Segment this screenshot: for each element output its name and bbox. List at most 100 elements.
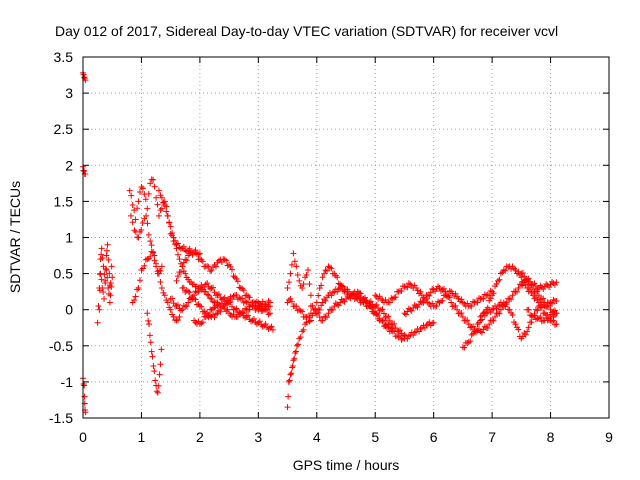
data-point [229,266,236,273]
data-point [404,284,411,291]
data-point [180,268,187,275]
data-point [151,257,158,264]
data-point [161,202,168,209]
y-tick-label: 0.5 [54,266,74,282]
data-point [145,317,152,324]
data-point [236,294,243,301]
x-tick-label: 2 [196,429,204,445]
data-point [212,311,219,318]
data-point [286,279,293,286]
data-point [313,299,320,306]
data-point [525,275,532,282]
data-point [81,382,88,389]
data-point [383,324,390,331]
data-point [173,317,180,324]
y-tick-label: 3.5 [54,49,74,65]
data-point [155,270,162,277]
data-point [287,371,294,378]
data-point [239,285,246,292]
data-point [211,314,218,321]
data-point [474,299,481,306]
data-point [443,293,450,300]
data-point [344,286,351,293]
data-point [211,304,218,311]
data-point [207,295,214,302]
data-point [177,307,184,314]
data-point [464,317,471,324]
data-point [172,240,179,247]
series-13 [179,284,274,321]
data-point [138,227,145,234]
data-point [256,318,263,325]
data-point [294,271,301,278]
data-point [103,252,110,259]
data-point [217,308,224,315]
data-point [154,389,161,396]
data-point [307,292,314,299]
data-point [106,290,113,297]
data-point [474,321,481,328]
data-point [483,310,490,317]
x-tick-label: 4 [313,429,321,445]
data-point [420,299,427,306]
data-point [267,299,274,306]
data-point [141,262,148,269]
data-point [284,285,291,292]
series-18 [307,290,408,340]
data-point [210,305,217,312]
data-point [454,306,461,313]
data-point [322,267,329,274]
data-point [490,317,497,324]
data-point [328,265,335,272]
data-point [367,303,374,310]
data-point [230,293,237,300]
data-point [146,321,153,328]
data-point [147,339,154,346]
data-point [155,212,162,219]
data-point [347,291,354,298]
data-point [146,332,153,339]
data-point [473,327,480,334]
data-point [242,305,249,312]
axis-tick-labels: 0 1 2 3 4 5 6 7 8 9 -1.5 -1 -0.5 0 0.5 1 1.5 2 2.5 3 3.5 [49,49,613,445]
data-point [480,295,487,302]
data-point [386,317,393,324]
data-point [153,194,160,201]
data-point [108,263,115,270]
x-tick-label: 9 [605,429,613,445]
data-point [417,325,424,332]
data-point [452,290,459,297]
data-point [487,295,494,302]
data-point [378,295,385,302]
data-point [289,364,296,371]
data-point [145,190,152,197]
data-point [446,287,453,294]
data-point [433,303,440,310]
data-point [293,303,300,310]
data-point [420,294,427,301]
data-point [144,310,151,317]
data-point [248,302,255,309]
data-point [80,71,87,78]
data-point [245,299,252,306]
data-point [350,291,357,298]
data-point [497,306,504,313]
data-point [411,329,418,336]
data-point [293,348,300,355]
data-point [448,299,455,306]
data-point [250,315,257,322]
data-point [361,298,368,305]
data-point [161,292,168,299]
data-point [303,319,310,326]
data-point [138,266,145,273]
data-point [543,314,550,321]
data-point [494,303,501,310]
data-point [107,280,114,287]
data-point [299,328,306,335]
series-23 [477,299,560,342]
data-point [99,255,106,262]
data-point [252,302,259,309]
data-point [105,256,112,263]
data-point [150,363,157,370]
x-tick-label: 1 [138,429,146,445]
